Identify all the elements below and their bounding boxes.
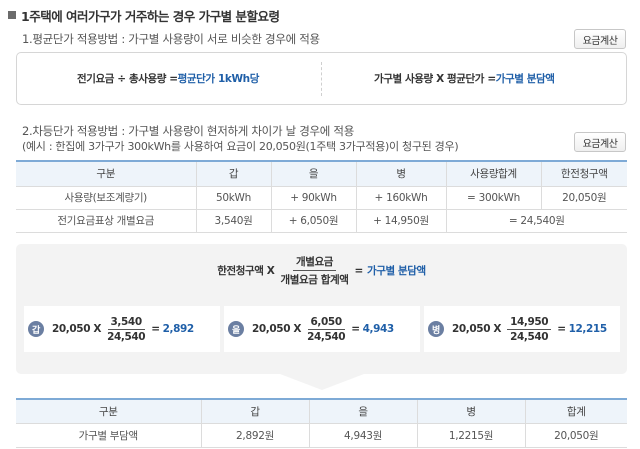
formula-right-result: 가구별 분담액 [495,73,555,85]
table-row: 전기요금표상 개별요금 3,540원 + 6,050원 + 14,950원 = … [16,208,627,233]
calc-card-eul: 을 20,050 X 6,050 24,540 = 4,943 [224,306,420,352]
page-title: 1주택에 여러가구가 거주하는 경우 가구별 분할요령 [21,8,280,24]
fraction-denominator: 개별요금 합계액 [280,274,349,286]
badge-gap-icon: 갑 [28,321,44,337]
calc-equals: = [351,323,360,335]
table-header-row: 구분 갑 을 병 사용량합계 한전청구액 [16,160,627,187]
main-formula-result: 가구별 분담액 [366,265,426,277]
square-bullet-icon [8,11,16,19]
table-cell: + 6,050원 [270,208,357,233]
calc-multiplier: 20,050 X [452,323,502,335]
header-cell: 구분 [16,398,202,424]
section2-example: (예시 : 한집에 3가구가 300kWh를 사용하여 요금이 20,050원(… [22,140,459,153]
section2-calc-button[interactable]: 요금계산 [574,132,626,152]
header-cell: 한전청구액 [540,160,627,187]
usage-table: 구분 갑 을 병 사용량합계 한전청구액 사용량(보조계량기) 50kWh + … [16,160,627,233]
calc-fraction: 3,540 24,540 [107,316,146,343]
fraction-numerator: 6,050 [307,316,345,330]
header-cell: 사용량합계 [445,160,542,187]
calc-equals: = [557,323,566,335]
calc-result: 12,215 [568,323,608,335]
table-cell: 2,892원 [200,422,310,448]
table-cell: 가구별 부담액 [16,422,202,448]
table-cell: + 14,950원 [355,208,447,233]
table-header-row: 구분 갑 을 병 합계 [16,398,627,424]
main-formula: 한전청구액 X 개별요금 개별요금 합계액 = 가구별 분담액 [16,254,627,287]
table-cell: 20,050원 [524,422,627,448]
down-arrow-icon [280,374,364,390]
page-title-row: 1주택에 여러가구가 거주하는 경우 가구별 분할요령 [8,6,280,24]
table-cell: + 90kWh [270,185,357,210]
calc-equals: = [151,323,160,335]
calculation-box: 한전청구액 X 개별요금 개별요금 합계액 = 가구별 분담액 갑 20,050… [16,244,627,374]
header-cell: 을 [308,398,418,424]
fraction-denominator: 24,540 [107,330,146,343]
formula-household-share: 가구별 사용량 X 평균단가 = 가구별 분담액 [374,53,555,104]
table-cell: 사용량(보조계량기) [16,185,197,210]
calc-card-byeong: 병 20,050 X 14,950 24,540 = 12,215 [424,306,620,352]
formula-right-prefix: 가구별 사용량 X 평균단가 = [374,73,496,85]
table-cell: 전기요금표상 개별요금 [16,208,197,233]
fraction-denominator: 24,540 [510,330,549,343]
main-formula-equals: = [354,264,364,277]
household-share-table: 구분 갑 을 병 합계 가구별 부담액 2,892원 4,943원 1,2215… [16,398,627,448]
fraction-numerator: 3,540 [107,316,145,330]
badge-eul-icon: 을 [228,321,244,337]
table-cell: 1,2215원 [416,422,526,448]
table-row: 사용량(보조계량기) 50kWh + 90kWh + 160kWh = 300k… [16,185,627,210]
calc-fraction: 14,950 24,540 [507,316,552,343]
header-cell: 합계 [524,398,627,424]
table-cell: 50kWh [195,185,272,210]
fraction-numerator: 14,950 [507,316,552,330]
calc-fraction: 6,050 24,540 [307,316,346,343]
formula-left-result: 평균단가 1kWh당 [177,73,260,85]
section2-heading: 2.차등단가 적용방법 : 가구별 사용량이 현저하게 차이가 날 경우에 적용 [22,124,354,138]
table-cell: 4,943원 [308,422,418,448]
header-cell: 구분 [16,160,197,187]
calc-card-gap: 갑 20,050 X 3,540 24,540 = 2,892 [24,306,220,352]
fraction-numerator: 개별요금 [292,254,337,271]
divider [321,62,322,96]
table-cell: 3,540원 [195,208,272,233]
average-price-formula-box: 전기요금 ÷ 총사용량 = 평균단가 1kWh당 가구별 사용량 X 평균단가 … [16,52,627,105]
section1-heading: 1.평균단가 적용방법 : 가구별 사용량이 서로 비슷한 경우에 적용 [22,32,320,46]
calc-multiplier: 20,050 X [52,323,102,335]
header-cell: 을 [270,160,357,187]
table-row: 가구별 부담액 2,892원 4,943원 1,2215원 20,050원 [16,422,627,448]
calc-multiplier: 20,050 X [252,323,302,335]
table-cell: = 300kWh [445,185,542,210]
calc-result: 2,892 [162,323,195,335]
formula-left-prefix: 전기요금 ÷ 총사용량 = [77,73,178,85]
header-cell: 병 [416,398,526,424]
main-formula-fraction: 개별요금 개별요금 합계액 [280,254,348,287]
table-cell: = 24,540원 [445,208,627,233]
fraction-denominator: 24,540 [307,330,346,343]
table-cell: 20,050원 [540,185,627,210]
formula-average-price: 전기요금 ÷ 총사용량 = 평균단가 1kWh당 [77,53,259,104]
main-formula-left: 한전청구액 X [217,265,275,277]
table-cell: + 160kWh [355,185,447,210]
header-cell: 갑 [195,160,272,187]
badge-byeong-icon: 병 [428,321,444,337]
header-cell: 병 [355,160,447,187]
header-cell: 갑 [200,398,310,424]
section1-calc-button[interactable]: 요금계산 [574,29,626,49]
calc-result: 4,943 [362,323,395,335]
